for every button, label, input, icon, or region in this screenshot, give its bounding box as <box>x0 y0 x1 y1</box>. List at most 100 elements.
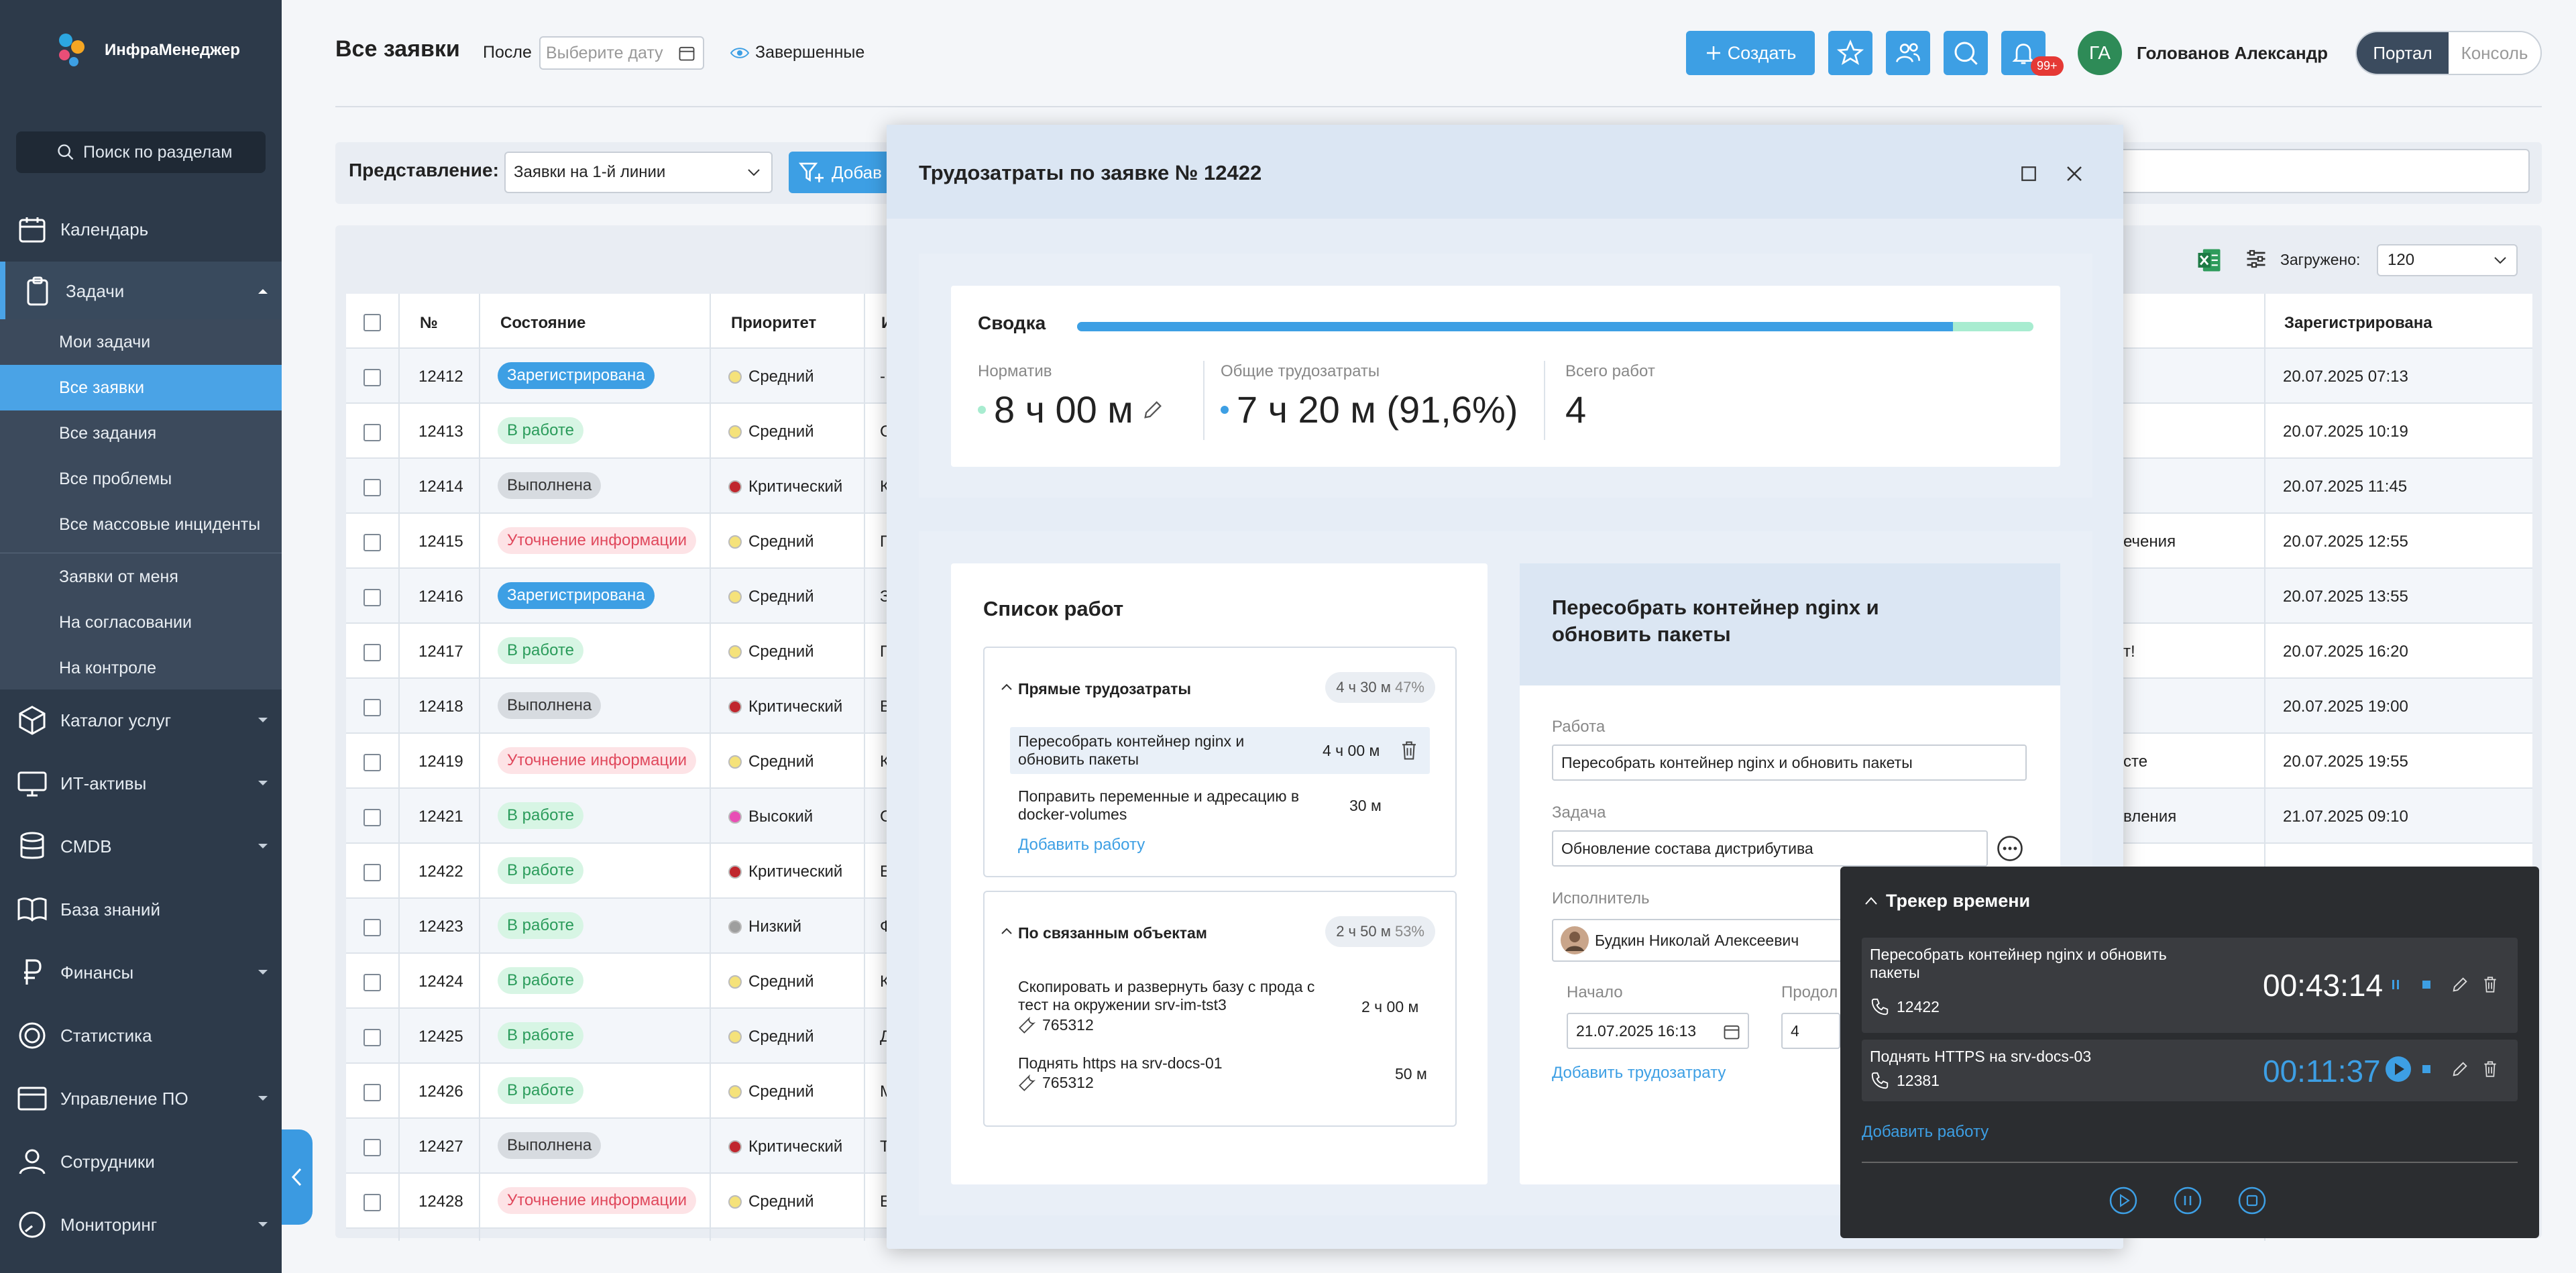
select-all-checkbox[interactable] <box>363 314 381 331</box>
portal-tab[interactable]: Портал <box>2357 32 2449 74</box>
col-number[interactable]: № <box>420 314 438 332</box>
table-search-input[interactable] <box>2106 149 2530 193</box>
maximize-icon[interactable] <box>2020 165 2037 182</box>
row-checkbox[interactable] <box>363 919 381 936</box>
row-checkbox[interactable] <box>363 1139 381 1156</box>
row-checkbox[interactable] <box>363 1194 381 1211</box>
tracker-add-work-link[interactable]: Добавить работу <box>1862 1123 1989 1141</box>
priority-label: Критический <box>748 1138 843 1156</box>
sidebar-item-calendar[interactable]: Календарь <box>0 200 282 259</box>
stop-icon[interactable] <box>2421 1064 2432 1074</box>
start-input[interactable]: 21.07.2025 16:13 <box>1567 1013 1749 1049</box>
row-checkbox[interactable] <box>363 809 381 826</box>
trash-icon[interactable] <box>2481 1060 2499 1078</box>
sidebar-sub-all-assignments[interactable]: Все задания <box>0 410 282 456</box>
completed-toggle[interactable]: Завершенные <box>730 43 864 62</box>
edit-icon[interactable] <box>2451 975 2469 994</box>
row-checkbox[interactable] <box>363 1029 381 1046</box>
pause-all-icon[interactable] <box>2173 1186 2202 1215</box>
sidebar-sub-on-control[interactable]: На контроле <box>0 645 282 691</box>
view-select[interactable]: Заявки на 1-й линии <box>504 152 773 193</box>
edit-icon[interactable] <box>1141 398 1164 421</box>
search-button[interactable] <box>1944 31 1988 75</box>
sidebar-sub-on-approval[interactable]: На согласовании <box>0 600 282 645</box>
play-icon[interactable] <box>2385 1056 2412 1083</box>
chevron-up-icon[interactable] <box>1864 896 1878 905</box>
sidebar-item-knowledge-base[interactable]: База знаний <box>0 880 282 939</box>
sidebar-collapse-button[interactable] <box>282 1129 313 1225</box>
sidebar-sub-all-problems[interactable]: Все проблемы <box>0 456 282 502</box>
close-icon[interactable] <box>2064 164 2084 184</box>
add-labor-link[interactable]: Добавить трудозатрату <box>1552 1064 1726 1082</box>
total-label: Общие трудозатраты <box>1221 362 1380 380</box>
team-button[interactable] <box>1886 31 1930 75</box>
work-item-selected[interactable] <box>1010 727 1430 774</box>
row-checkbox[interactable] <box>363 534 381 551</box>
row-checkbox[interactable] <box>363 699 381 716</box>
sidebar-sub-from-me[interactable]: Заявки от меня <box>0 554 282 600</box>
app-logo[interactable]: ИнфраМенеджер <box>51 28 240 72</box>
col-state[interactable]: Состояние <box>500 314 586 332</box>
direct-costs-tag: 4 ч 30 м 47% <box>1325 672 1435 703</box>
col-registered[interactable]: Зарегистрирована <box>2284 314 2432 332</box>
row-checkbox[interactable] <box>363 424 381 441</box>
edit-icon[interactable] <box>2451 1060 2469 1078</box>
work-item-name[interactable]: Поправить переменные и адресацию в docke… <box>1018 787 1300 823</box>
sidebar-item-statistics[interactable]: Статистика <box>0 1006 282 1065</box>
sidebar-item-tasks[interactable]: Задачи <box>0 262 282 321</box>
work-input[interactable]: Пересобрать контейнер nginx и обновить п… <box>1552 744 2027 781</box>
console-tab[interactable]: Консоль <box>2449 32 2540 74</box>
priority-label: Низкий <box>748 918 802 936</box>
chevron-up-icon[interactable] <box>1001 927 1013 935</box>
row-registered: 20.07.2025 19:00 <box>2283 698 2408 716</box>
stop-icon[interactable] <box>2421 979 2432 990</box>
create-button[interactable]: Создать <box>1686 31 1815 75</box>
priority-dot <box>728 755 742 769</box>
row-checkbox[interactable] <box>363 974 381 991</box>
sidebar-item-cmdb[interactable]: CMDB <box>0 817 282 876</box>
col-divider <box>2264 294 2265 1241</box>
row-checkbox[interactable] <box>363 589 381 606</box>
row-checkbox[interactable] <box>363 754 381 771</box>
loaded-count-select[interactable]: 120 <box>2377 244 2518 276</box>
sidebar-item-service-catalog[interactable]: Каталог услуг <box>0 691 282 750</box>
excel-export-icon[interactable] <box>2194 245 2224 275</box>
duration-input[interactable]: 4 <box>1781 1013 1840 1049</box>
sidebar-item-finance[interactable]: Финансы <box>0 943 282 1002</box>
sidebar-sub-mass-incidents[interactable]: Все массовые инциденты <box>0 502 282 547</box>
trash-icon[interactable] <box>2481 975 2499 994</box>
date-picker[interactable]: Выберите дату <box>539 36 704 70</box>
play-all-icon[interactable] <box>2109 1186 2138 1215</box>
row-extra: вления <box>2123 808 2177 826</box>
chevron-up-icon[interactable] <box>1001 683 1013 691</box>
pause-icon[interactable] <box>2390 978 2401 991</box>
favorites-button[interactable] <box>1828 31 1872 75</box>
work-item-name[interactable]: Скопировать и развернуть базу с прода с … <box>1018 978 1315 1013</box>
work-item-name[interactable]: Поднять https на srv-docs-01 <box>1018 1054 1223 1072</box>
sidebar-sub-all-requests[interactable]: Все заявки <box>0 365 282 410</box>
more-icon[interactable] <box>1996 834 2024 863</box>
add-filter-button[interactable]: Добав <box>789 152 896 193</box>
avatar[interactable]: ГА <box>2078 31 2122 75</box>
row-checkbox[interactable] <box>363 864 381 881</box>
row-checkbox[interactable] <box>363 1084 381 1101</box>
row-checkbox[interactable] <box>363 479 381 496</box>
sidebar-item-employees[interactable]: Сотрудники <box>0 1132 282 1191</box>
sidebar-sub-my-tasks[interactable]: Мои задачи <box>0 319 282 365</box>
trash-icon[interactable] <box>1399 739 1419 762</box>
col-priority[interactable]: Приоритет <box>731 314 817 332</box>
sidebar-item-label: Календарь <box>60 219 149 239</box>
columns-settings-icon[interactable] <box>2244 247 2268 271</box>
add-work-link[interactable]: Добавить работу <box>1018 836 1145 854</box>
row-checkbox[interactable] <box>363 644 381 661</box>
stop-all-icon[interactable] <box>2237 1186 2267 1215</box>
task-input[interactable]: Обновление состава дистрибутива <box>1552 830 1988 867</box>
sidebar-item-software[interactable]: Управление ПО <box>0 1069 282 1128</box>
section-search[interactable]: Поиск по разделам <box>16 131 266 173</box>
row-checkbox[interactable] <box>363 369 381 386</box>
sidebar-item-monitoring[interactable]: Мониторинг <box>0 1195 282 1254</box>
user-name[interactable]: Голованов Александр <box>2137 43 2329 63</box>
sidebar-item-it-assets[interactable]: ИТ-активы <box>0 754 282 813</box>
create-label: Создать <box>1727 42 1797 63</box>
priority-dot <box>728 1140 742 1154</box>
